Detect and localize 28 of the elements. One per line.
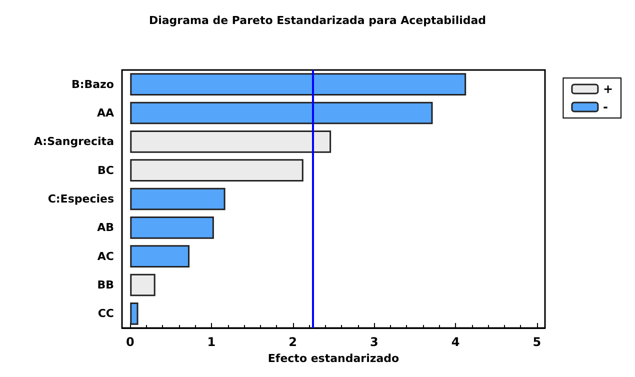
y-tick-label: C:Especies: [48, 192, 114, 206]
bar: [130, 188, 226, 210]
x-tick-label: 0: [126, 335, 134, 349]
y-tick-label: AC: [97, 250, 114, 263]
y-tick-label: B:Bazo: [71, 78, 114, 91]
x-tick-label: 2: [288, 335, 298, 349]
chart-title: Diagrama de Pareto Estandarizada para Aceptabilidad: [148, 14, 486, 27]
y-tick-label: BC: [98, 164, 114, 177]
y-tick-label: BB: [97, 278, 114, 292]
bar: [130, 216, 214, 239]
x-tick-label: 3: [370, 335, 378, 349]
y-tick-label: CC: [98, 307, 114, 320]
bar: [130, 245, 190, 268]
x-axis-title: Efecto estandarizado: [268, 352, 400, 365]
y-tick-label: A:Sangrecita: [34, 135, 114, 148]
bar: [130, 130, 332, 153]
x-tick-label: 4: [451, 335, 460, 349]
x-tick-label: 1: [207, 335, 216, 349]
bar: [130, 159, 304, 182]
x-tick-label: 5: [532, 335, 542, 349]
bar: [130, 102, 433, 124]
bar: [130, 302, 138, 325]
bar: [130, 274, 156, 296]
y-tick-label: AB: [97, 221, 114, 234]
legend-label: -: [602, 100, 608, 114]
legend-label: +: [602, 82, 614, 96]
y-tick-label: AA: [96, 106, 114, 120]
bar: [130, 73, 466, 96]
